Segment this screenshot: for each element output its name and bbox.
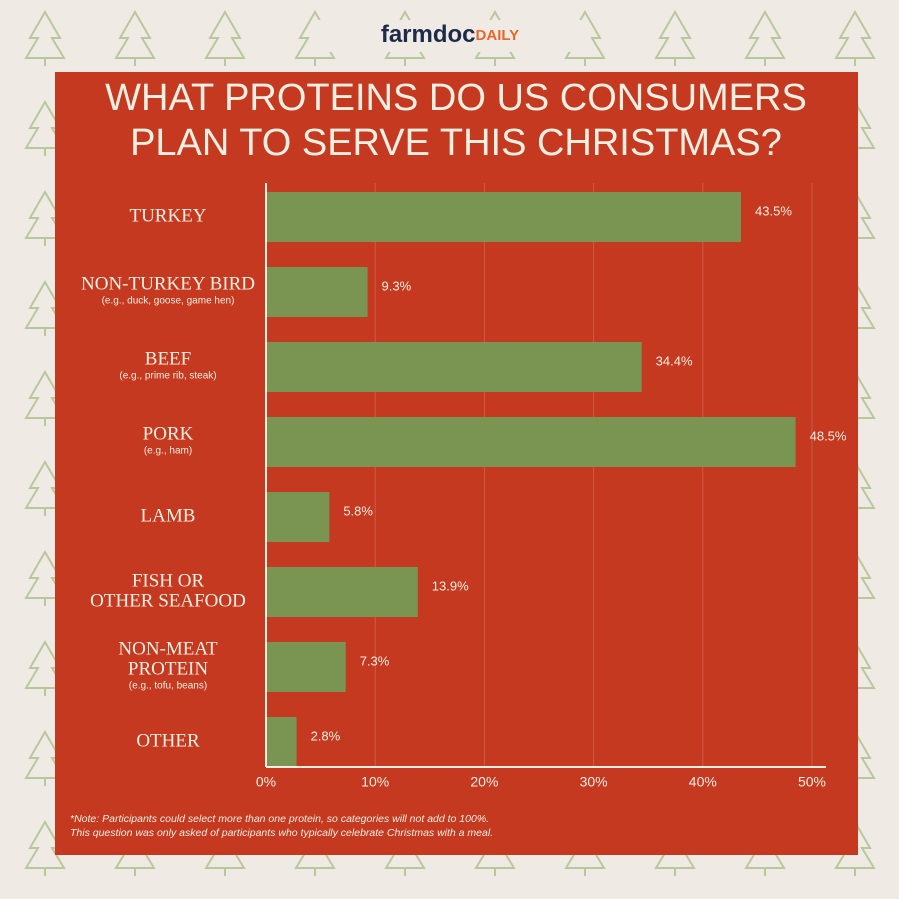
bar	[266, 417, 796, 467]
chart-title: WHAT PROTEINS DO US CONSUMERS	[105, 77, 807, 119]
category-label: LAMB	[141, 505, 196, 526]
category-sublabel: (e.g., ham)	[144, 446, 192, 457]
category-label: FISH OR	[132, 570, 205, 591]
category-label: TURKEY	[129, 205, 206, 226]
x-tick-label: 20%	[470, 774, 498, 790]
value-label: 7.3%	[360, 653, 390, 668]
bar	[266, 717, 297, 767]
x-tick-label: 40%	[689, 774, 717, 790]
category-label: NON-MEAT	[118, 638, 218, 659]
category-label: PORK	[143, 423, 194, 444]
bar	[266, 342, 642, 392]
value-label: 43.5%	[755, 203, 792, 218]
x-tick-label: 10%	[361, 774, 389, 790]
bar	[266, 267, 368, 317]
bar	[266, 642, 346, 692]
x-tick-label: 0%	[256, 774, 276, 790]
value-label: 48.5%	[810, 428, 847, 443]
category-sublabel: (e.g., tofu, beans)	[129, 681, 207, 692]
logo-suffix: DAILY	[476, 27, 520, 44]
x-tick-label: 30%	[580, 774, 608, 790]
x-tick-label: 50%	[798, 774, 826, 790]
footnote: This question was only asked of particip…	[70, 827, 493, 839]
category-label: BEEF	[145, 348, 191, 369]
bar	[266, 567, 418, 617]
logo-brand: farmdoc	[381, 21, 476, 48]
category-label: NON-TURKEY BIRD	[81, 273, 255, 294]
bar	[266, 492, 330, 542]
category-label: OTHER	[136, 730, 200, 751]
value-label: 2.8%	[311, 728, 341, 743]
category-sublabel: (e.g., prime rib, steak)	[119, 371, 216, 382]
value-label: 9.3%	[382, 278, 412, 293]
category-sublabel: (e.g., duck, goose, game hen)	[102, 296, 235, 307]
footnote: *Note: Participants could select more th…	[70, 813, 489, 825]
chart-title: PLAN TO SERVE THIS CHRISTMAS?	[130, 122, 782, 164]
value-label: 34.4%	[656, 353, 693, 368]
category-label: PROTEIN	[128, 658, 209, 679]
value-label: 13.9%	[432, 578, 469, 593]
value-label: 5.8%	[343, 503, 373, 518]
category-label: OTHER SEAFOOD	[90, 590, 246, 611]
logo: farmdocDAILY	[381, 21, 519, 48]
bar	[266, 192, 742, 242]
logo-backdrop	[312, 20, 588, 52]
